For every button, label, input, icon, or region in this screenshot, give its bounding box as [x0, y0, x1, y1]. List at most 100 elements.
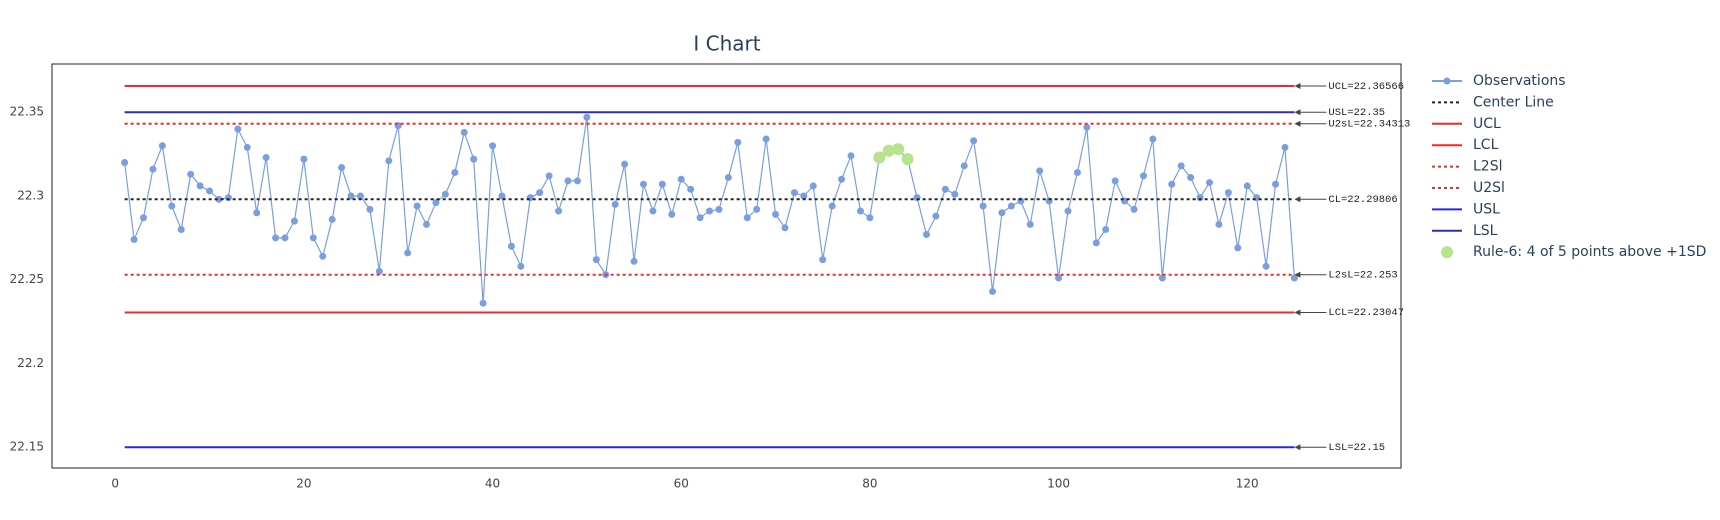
data-point	[998, 209, 1006, 217]
data-point	[385, 157, 393, 165]
data-point	[1092, 239, 1100, 247]
annotation: LSL=22.15	[1328, 442, 1385, 454]
data-point	[1130, 205, 1138, 213]
data-point	[724, 174, 732, 182]
data-point	[901, 153, 914, 166]
data-point	[451, 169, 459, 177]
data-point	[970, 137, 978, 145]
data-point	[573, 177, 581, 185]
data-point	[206, 187, 214, 195]
data-point	[272, 234, 280, 242]
x-tick-label: 80	[862, 477, 877, 491]
data-point	[404, 249, 412, 257]
y-tick-label: 22.25	[10, 272, 44, 286]
data-point	[1262, 262, 1270, 270]
legend-label: Observations	[1473, 73, 1566, 89]
plot-frame	[51, 63, 1402, 469]
data-point	[892, 143, 905, 156]
data-point	[621, 160, 629, 168]
data-point	[479, 299, 487, 307]
legend-symbol	[1441, 246, 1453, 259]
data-point	[338, 164, 346, 172]
data-point	[328, 215, 336, 223]
data-point	[413, 202, 421, 210]
annotation-arrowhead	[1294, 120, 1301, 127]
data-point	[856, 207, 864, 215]
data-point	[658, 180, 666, 188]
data-point	[696, 214, 704, 222]
legend-label: LCL	[1473, 137, 1499, 153]
data-point	[866, 214, 874, 222]
data-point	[790, 189, 798, 197]
data-point	[1007, 202, 1015, 210]
data-point	[1187, 174, 1195, 182]
legend-label: UCL	[1473, 116, 1501, 132]
data-point	[611, 200, 619, 208]
data-point	[441, 190, 449, 198]
data-point	[1168, 180, 1176, 188]
data-point	[1158, 274, 1166, 282]
data-point	[1149, 135, 1157, 143]
data-point	[743, 214, 751, 222]
legend-label: L2Sl	[1473, 159, 1502, 175]
data-point	[489, 142, 497, 150]
data-point	[149, 165, 157, 173]
data-point	[838, 175, 846, 183]
data-point	[1083, 123, 1091, 131]
data-point	[536, 189, 544, 197]
data-point	[1064, 207, 1072, 215]
data-point	[507, 242, 515, 250]
data-point	[158, 142, 166, 150]
annotation-arrowhead	[1294, 444, 1301, 451]
data-point	[196, 182, 204, 190]
data-point	[1224, 189, 1232, 197]
data-point	[517, 262, 525, 270]
data-point	[253, 209, 261, 217]
legend-label: U2Sl	[1473, 180, 1505, 196]
annotation-arrowhead	[1294, 109, 1301, 116]
data-point	[309, 234, 317, 242]
x-tick-label: 40	[485, 477, 500, 491]
y-tick-label: 22.35	[10, 105, 44, 119]
data-point	[545, 172, 553, 180]
data-point	[592, 256, 600, 264]
annotation: USL=22.35	[1328, 107, 1385, 119]
annotation: LCL=22.23047	[1328, 307, 1404, 319]
data-point	[715, 205, 723, 213]
data-point	[800, 192, 808, 200]
x-tick-label: 60	[674, 477, 689, 491]
data-point	[649, 207, 657, 215]
data-point	[319, 252, 327, 260]
data-point	[215, 195, 223, 203]
data-point	[882, 144, 895, 157]
data-point	[951, 190, 959, 198]
data-point	[630, 257, 638, 265]
data-point	[1243, 182, 1251, 190]
y-tick-label: 22.15	[10, 440, 44, 454]
data-point	[1177, 162, 1185, 170]
data-point	[1139, 172, 1147, 180]
data-point	[290, 217, 298, 225]
data-point	[300, 155, 308, 163]
data-point	[177, 225, 185, 233]
data-point	[347, 192, 355, 200]
data-point	[809, 182, 817, 190]
data-point	[989, 287, 997, 295]
legend-label: USL	[1473, 201, 1500, 217]
data-point	[423, 220, 431, 228]
data-point	[1036, 167, 1044, 175]
data-point	[1215, 220, 1223, 228]
annotation-arrowhead	[1294, 309, 1301, 316]
annotation-arrowhead	[1294, 271, 1301, 278]
data-point	[1026, 220, 1034, 228]
data-point	[781, 224, 789, 232]
data-point	[639, 180, 647, 188]
legend-label: Rule-6: 4 of 5 points above +1SD	[1473, 244, 1706, 260]
legend-label: Center Line	[1473, 94, 1554, 110]
data-point	[375, 267, 383, 275]
data-point	[187, 170, 195, 178]
data-point	[1234, 244, 1242, 252]
data-point	[1196, 194, 1204, 202]
